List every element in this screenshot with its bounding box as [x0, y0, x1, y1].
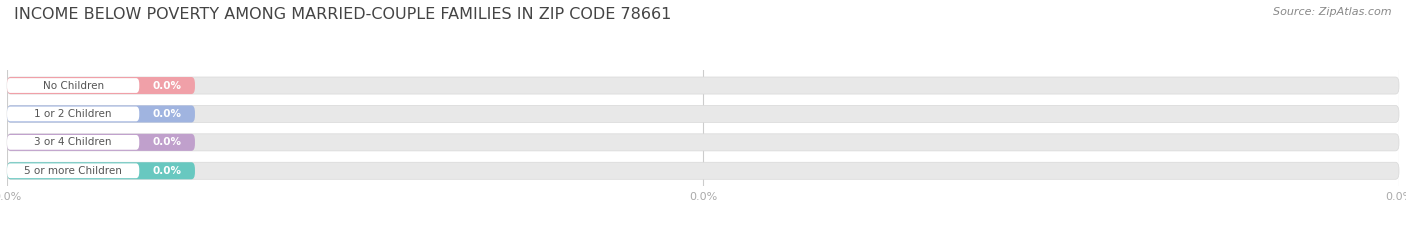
FancyBboxPatch shape [7, 134, 1399, 151]
FancyBboxPatch shape [7, 105, 1399, 123]
Text: Source: ZipAtlas.com: Source: ZipAtlas.com [1274, 7, 1392, 17]
Text: 0.0%: 0.0% [153, 166, 181, 176]
FancyBboxPatch shape [7, 162, 195, 179]
FancyBboxPatch shape [7, 135, 139, 150]
Text: 0.0%: 0.0% [153, 137, 181, 147]
FancyBboxPatch shape [7, 78, 139, 93]
FancyBboxPatch shape [7, 77, 1399, 94]
Text: 0.0%: 0.0% [153, 109, 181, 119]
Text: 3 or 4 Children: 3 or 4 Children [34, 137, 112, 147]
FancyBboxPatch shape [7, 77, 195, 94]
FancyBboxPatch shape [7, 106, 139, 121]
Text: 5 or more Children: 5 or more Children [24, 166, 122, 176]
Text: 0.0%: 0.0% [153, 81, 181, 91]
Text: No Children: No Children [42, 81, 104, 91]
FancyBboxPatch shape [7, 134, 195, 151]
Text: 1 or 2 Children: 1 or 2 Children [34, 109, 112, 119]
FancyBboxPatch shape [7, 162, 1399, 179]
Text: INCOME BELOW POVERTY AMONG MARRIED-COUPLE FAMILIES IN ZIP CODE 78661: INCOME BELOW POVERTY AMONG MARRIED-COUPL… [14, 7, 672, 22]
FancyBboxPatch shape [7, 163, 139, 178]
FancyBboxPatch shape [7, 105, 195, 123]
